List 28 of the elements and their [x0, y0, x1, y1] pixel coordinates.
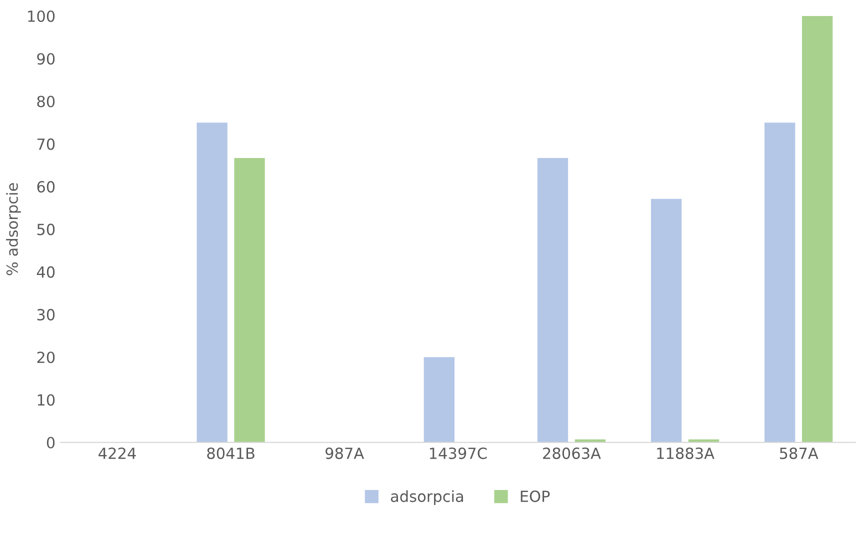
y-tick-label: 40: [36, 266, 55, 278]
x-tick-label: 11883A: [657, 448, 714, 460]
y-tick-label: 50: [37, 224, 55, 236]
x-tick-label: 28063A: [543, 448, 601, 460]
bar: [537, 158, 568, 442]
y-tick-label: 30: [37, 308, 55, 320]
bar: [650, 198, 682, 442]
x-tick-label: 14397C: [430, 448, 487, 460]
y-tick-label: 90: [37, 53, 55, 65]
x-tick-label: 587A: [780, 448, 818, 460]
y-tick-label: 0: [46, 436, 55, 448]
bar: [424, 357, 455, 442]
x-tick-label: 987A: [326, 448, 364, 460]
y-tick-label: 100: [28, 10, 55, 22]
legend-label: adsorpcia: [390, 490, 463, 506]
legend-label: EOP: [520, 490, 550, 502]
y-tick-label: 70: [37, 138, 55, 150]
bar: [234, 158, 265, 442]
y-axis-title: % adsorpcie: [6, 183, 21, 276]
y-tick-label: 60: [37, 181, 55, 193]
x-tick-label: 8041B: [207, 448, 254, 460]
y-tick-label: 80: [37, 96, 55, 108]
y-tick-label: 10: [38, 394, 55, 406]
bar: [802, 16, 833, 442]
bar: [196, 122, 228, 442]
bar: [764, 122, 796, 442]
x-tick-label: 4224: [98, 448, 136, 459]
y-tick-label: 20: [37, 352, 55, 364]
